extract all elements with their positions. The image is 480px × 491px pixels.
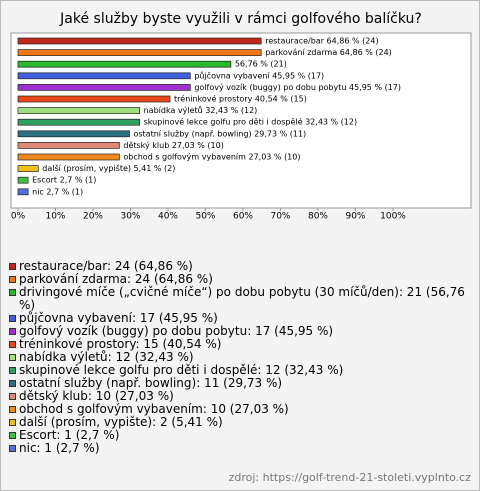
bar-label: Escort 2,7 % (1) [32,176,96,185]
legend-item: obchod s golfovým vybavením: 10 (27,03 %… [9,403,471,416]
legend-label: další (prosím, vypište): 2 (5,41 %) [19,415,223,429]
bar-label: restaurace/bar 64,86 % (24) [265,37,378,46]
legend-item: půjčovna vybavení: 17 (45,95 %) [9,312,471,325]
x-tick-label: 50% [195,212,215,222]
bar-label: půjčovna vybavení 45,95 % (17) [194,70,324,80]
bar [17,37,262,45]
legend-swatch [9,289,16,296]
legend-swatch [9,367,16,374]
legend-swatch [9,393,16,400]
bar [17,84,191,91]
legend-label: půjčovna vybavení: 17 (45,95 %) [19,311,218,325]
bar-label: ostatní služby (např. bowling) 29,73 % (… [133,129,306,138]
legend-swatch [9,445,16,452]
bar-label: skupinové lekce golfu pro děti i dospělé… [144,117,357,127]
legend-label: obchod s golfovým vybavením: 10 (27,03 %… [19,402,289,416]
legend-item: nabídka výletů: 12 (32,43 %) [9,351,471,364]
legend-swatch [9,406,16,413]
legend-label: tréninkové prostory: 15 (40,54 %) [19,337,222,351]
bar [17,118,140,126]
bar [17,107,140,114]
legend-label: ostatní služby (např. bowling): 11 (29,7… [19,376,283,390]
source: zdroj: https://golf-trend-21-stoleti.vyp… [228,471,471,484]
x-tick-label: 10% [45,212,65,222]
legend-label: skupinové lekce golfu pro děti i dospělé… [19,363,344,377]
legend-swatch [9,341,16,348]
bar [17,72,191,80]
legend-item: parkování zdarma: 24 (64,86 %) [9,273,471,286]
legend-item: dětský klub: 10 (27,03 %) [9,390,471,403]
legend-item: nic: 1 (2,7 %) [9,442,471,455]
x-tick-label: 80% [308,212,328,222]
bar-label: nic 2,7 % (1) [32,187,83,196]
legend-item: restaurace/bar: 24 (64,86 %) [9,260,471,273]
x-tick-label: 30% [120,212,140,222]
chart-title: Jaké služby byste využili v rámci golfov… [59,11,422,27]
legend-item: drivingové míče („cvičné míče“) po dobu … [9,286,471,312]
bar-label: tréninkové prostory 40,54 % (15) [174,94,307,104]
legend-item: další (prosím, vypište): 2 (5,41 %) [9,416,471,429]
legend-swatch [9,432,16,439]
legend-item: tréninkové prostory: 15 (40,54 %) [9,338,471,351]
bar-label: další (prosím, vypište) 5,41 % (2) [42,163,175,173]
legend-swatch [9,315,16,322]
legend-item: ostatní služby (např. bowling): 11 (29,7… [9,377,471,390]
legend-swatch [9,328,16,335]
legend-swatch [9,276,16,283]
bar [17,130,130,138]
x-tick-label: 60% [233,212,253,222]
bar [17,49,262,56]
legend-label: golfový vozík (buggy) po dobu pobytu: 17… [19,324,334,338]
legend-swatch [9,419,16,426]
bar-label: obchod s golfovým vybavením 27,03 % (10) [123,153,300,162]
legend-label: parkování zdarma: 24 (64,86 %) [19,272,213,286]
x-tick-label: 20% [83,212,103,222]
x-tick-label: 90% [345,212,365,222]
bar [17,153,120,161]
bar-label: parkování zdarma 64,86 % (24) [265,48,392,57]
bar [17,176,29,184]
x-tick-label: 40% [158,212,178,222]
legend-swatch [9,354,16,361]
x-tick-label: 100% [380,212,406,222]
chart: Jaké služby byste využili v rámci golfov… [10,11,472,222]
bar-label: dětský klub 27,03 % (10) [123,141,224,150]
legend-item: golfový vozík (buggy) po dobu pobytu: 17… [9,325,471,338]
legend-label: dětský klub: 10 (27,03 %) [19,389,174,403]
bar [17,142,120,149]
bar [17,188,29,196]
legend-swatch [9,380,16,387]
bar [17,95,171,103]
bar-label: golfový vozík (buggy) po dobu pobytu 45,… [194,83,401,92]
bar-label: nabídka výletů 32,43 % (12) [144,105,258,115]
legend-label: nabídka výletů: 12 (32,43 %) [19,350,194,364]
bar [17,60,232,68]
legend-item: Escort: 1 (2,7 %) [9,429,471,442]
legend-label: drivingové míče („cvičné míče“) po dobu … [19,285,465,312]
legend-label: Escort: 1 (2,7 %) [19,428,120,442]
x-tick-label: 0% [11,212,26,222]
legend-label: restaurace/bar: 24 (64,86 %) [19,259,193,273]
bar [17,165,39,172]
legend: restaurace/bar: 24 (64,86 %) parkování zd… [9,260,471,455]
legend-label: nic: 1 (2,7 %) [19,441,100,455]
legend-item: skupinové lekce golfu pro děti i dospělé… [9,364,471,377]
x-tick-label: 70% [270,212,290,222]
bar-label: 56,76 % (21) [235,60,287,69]
legend-swatch [9,263,16,270]
